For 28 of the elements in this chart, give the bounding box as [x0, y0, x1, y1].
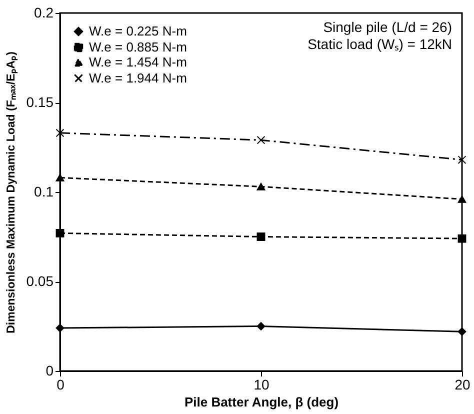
- point: [56, 128, 64, 138]
- x-axis-title: Pile Batter Angle, β (deg): [184, 394, 339, 410]
- point: [256, 322, 266, 330]
- point: [458, 195, 466, 203]
- point: [458, 156, 466, 164]
- y-tick-label: 0.15: [26, 94, 54, 110]
- x-tick-label: 20: [454, 376, 470, 392]
- point: [256, 182, 266, 190]
- point: [56, 228, 64, 238]
- annotation: Static load (Wₛ) = 12kN: [308, 36, 452, 52]
- point: [56, 324, 64, 332]
- point: [256, 136, 266, 144]
- legend-label: W.e = 0.885 N-m: [89, 40, 187, 54]
- point: [458, 234, 466, 243]
- y-axis-title: Dimensionless Maximum Dynamic Load (Fₘₐₓ/EₚAₚ): [5, 51, 18, 334]
- y-tick-label: 0: [46, 362, 54, 378]
- x-tick-label: 10: [254, 376, 270, 392]
- point: [256, 232, 266, 241]
- legend-label: W.e = 1.944 N-m: [89, 70, 187, 86]
- annotation: Single pile (L/d = 26): [323, 19, 452, 35]
- legend-label: W.e = 0.225 N-m: [89, 24, 187, 38]
- point: [458, 327, 466, 336]
- legend-label: W.e = 1.454 N-m: [89, 54, 187, 70]
- point: [56, 174, 64, 182]
- x-tick-label: 0: [56, 376, 65, 392]
- y-tick-label: 0.1: [34, 184, 54, 200]
- y-tick-label: 0.05: [26, 273, 54, 289]
- y-tick-label: 0.2: [34, 4, 54, 20]
